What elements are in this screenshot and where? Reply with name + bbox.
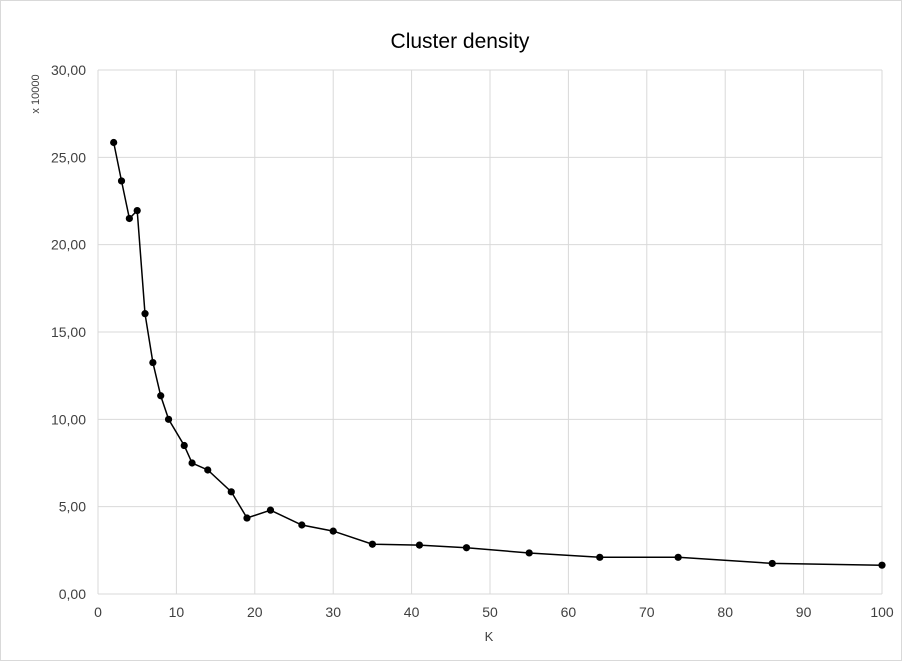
data-point (180, 441, 188, 450)
y-tick-label: 5,00 (59, 499, 86, 515)
chart-title: Cluster density (391, 30, 530, 53)
x-tick-label: 100 (870, 604, 894, 620)
data-point (415, 541, 424, 549)
data-point (188, 459, 196, 467)
data-point (117, 177, 126, 185)
y-tick-label: 30,00 (51, 62, 86, 78)
x-axis-label: K (485, 629, 494, 644)
x-tick-label: 60 (561, 604, 577, 620)
x-tick-label: 70 (639, 604, 655, 620)
data-point (157, 392, 165, 400)
y-tick-label: 20,00 (51, 237, 86, 253)
data-point (227, 488, 235, 496)
data-series (110, 138, 886, 569)
data-point (149, 358, 157, 367)
y-tick-label: 25,00 (51, 149, 86, 165)
data-point (878, 561, 886, 569)
y-tick-label: 15,00 (51, 324, 86, 340)
data-point (298, 521, 306, 529)
data-point (462, 544, 471, 552)
axis-ticks: 0 10 20 30 40 50 60 70 80 90 100 0,00 5,00 10,00 15,00… (51, 62, 894, 620)
data-point (110, 138, 118, 147)
data-point (674, 553, 682, 561)
x-tick-label: 30 (325, 604, 341, 620)
data-point (164, 415, 173, 423)
data-point (243, 514, 251, 522)
data-point (204, 466, 212, 474)
data-point (125, 214, 133, 223)
data-point (768, 559, 776, 568)
x-tick-label: 50 (482, 604, 498, 620)
series-line (112, 142, 883, 566)
data-point (596, 553, 604, 561)
data-point (141, 310, 149, 318)
data-point (266, 506, 275, 514)
data-point (329, 527, 337, 535)
data-point (368, 540, 376, 548)
y-tick-label: 10,00 (51, 411, 86, 427)
x-tick-label: 0 (94, 604, 102, 620)
grid-lines (97, 69, 883, 595)
data-point (133, 207, 141, 215)
x-tick-label: 10 (169, 604, 185, 620)
x-tick-label: 20 (247, 604, 263, 620)
x-tick-label: 90 (796, 604, 812, 620)
x-tick-label: 40 (404, 604, 420, 620)
x-tick-label: 80 (717, 604, 733, 620)
data-point (525, 549, 533, 557)
y-axis-unit-label: x 10000 (30, 74, 42, 113)
y-tick-label: 0,00 (59, 586, 86, 602)
